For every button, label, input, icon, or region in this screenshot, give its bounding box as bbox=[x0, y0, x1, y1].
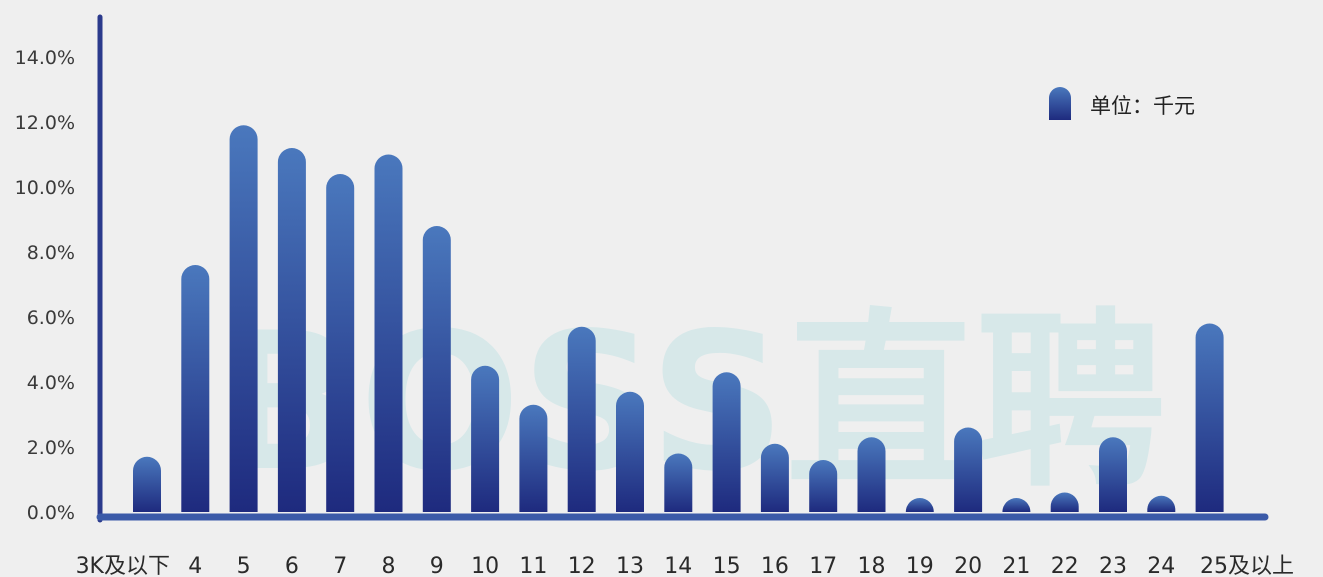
bar bbox=[760, 443, 789, 512]
x-tick-label: 22 bbox=[1051, 554, 1079, 577]
y-tick-label: 10.0% bbox=[15, 177, 75, 199]
x-tick-label: 11 bbox=[519, 554, 547, 577]
bar bbox=[326, 174, 355, 512]
x-tick-label: 16 bbox=[761, 554, 789, 577]
x-axis-labels: 3K及以下 4 5 6 7 8 9 10 11 12 13 14 15 16 17 18 19 20 21 22 23 2… bbox=[76, 554, 1294, 577]
bar bbox=[712, 372, 741, 512]
legend: 单位：千元 bbox=[1049, 87, 1195, 120]
y-tick-label: 2.0% bbox=[27, 437, 75, 459]
bar bbox=[1195, 323, 1224, 512]
x-tick-label: 9 bbox=[430, 554, 444, 577]
x-tick-label: 19 bbox=[906, 554, 934, 577]
bar bbox=[181, 265, 210, 512]
x-tick-label: 18 bbox=[858, 554, 886, 577]
bar bbox=[133, 456, 161, 512]
bar bbox=[664, 453, 693, 512]
x-tick-label: 15 bbox=[713, 554, 741, 577]
bar bbox=[857, 437, 886, 512]
bar bbox=[1050, 492, 1079, 512]
bar bbox=[229, 125, 258, 513]
x-tick-label: 14 bbox=[664, 554, 692, 577]
x-tick-label: 20 bbox=[954, 554, 982, 577]
bar bbox=[567, 326, 596, 512]
bar bbox=[809, 460, 838, 512]
bar bbox=[954, 427, 983, 512]
bar bbox=[1147, 495, 1176, 512]
y-tick-label: 6.0% bbox=[27, 307, 75, 329]
bar bbox=[616, 391, 644, 512]
bar bbox=[905, 498, 934, 512]
y-tick-label: 14.0% bbox=[15, 47, 75, 69]
y-tick-label: 12.0% bbox=[15, 112, 75, 134]
x-tick-label: 10 bbox=[471, 554, 499, 577]
x-tick-label: 3K及以下 bbox=[76, 554, 170, 577]
bars bbox=[133, 125, 1224, 513]
legend-label: 单位：千元 bbox=[1090, 94, 1195, 118]
x-tick-label: 13 bbox=[616, 554, 644, 577]
bar bbox=[422, 226, 451, 513]
x-tick-label: 17 bbox=[809, 554, 837, 577]
x-tick-label: 5 bbox=[237, 554, 251, 577]
x-tick-label: 4 bbox=[188, 554, 202, 577]
y-tick-label: 0.0% bbox=[27, 502, 75, 524]
x-tick-label: 8 bbox=[382, 554, 396, 577]
x-tick-label: 25及以上 bbox=[1200, 554, 1294, 577]
x-tick-label: 23 bbox=[1099, 554, 1127, 577]
bar bbox=[1099, 437, 1127, 512]
x-tick-label: 12 bbox=[568, 554, 596, 577]
bar bbox=[1002, 498, 1031, 512]
bar bbox=[277, 148, 306, 513]
bar bbox=[471, 365, 500, 512]
bar bbox=[519, 404, 548, 512]
y-tick-label: 8.0% bbox=[27, 242, 75, 264]
x-tick-label: 6 bbox=[285, 554, 299, 577]
x-tick-label: 24 bbox=[1147, 554, 1175, 577]
y-axis-ticks: 0.0% 2.0% 4.0% 6.0% 8.0% 10.0% 12.0% 14.0% bbox=[15, 47, 75, 524]
legend-swatch-icon bbox=[1049, 87, 1071, 120]
x-tick-label: 21 bbox=[1002, 554, 1030, 577]
bar bbox=[374, 154, 403, 513]
y-tick-label: 4.0% bbox=[27, 372, 75, 394]
x-tick-label: 7 bbox=[333, 554, 347, 577]
